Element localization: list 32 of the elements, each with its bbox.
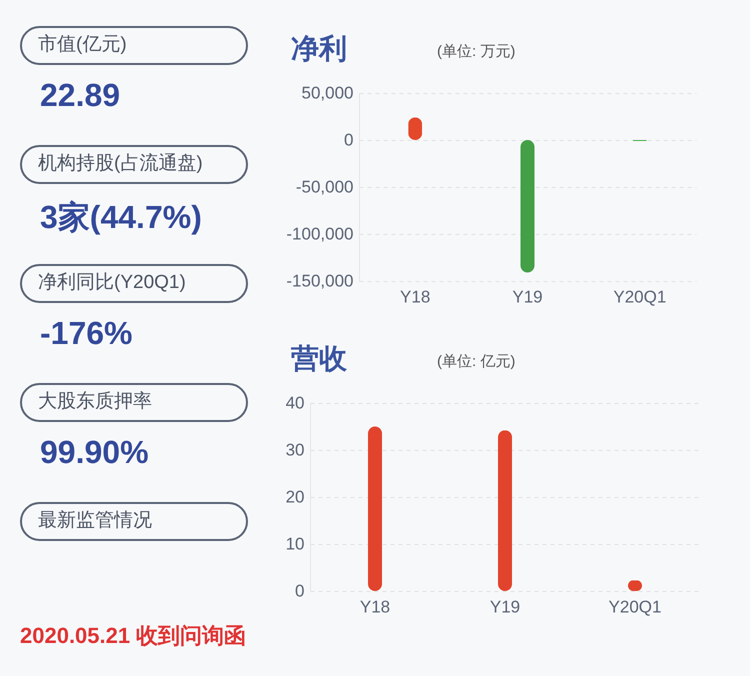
chart-title: 净利 <box>291 32 347 66</box>
bar <box>368 426 382 591</box>
x-tick-label: Y18 <box>360 598 390 616</box>
chart-subtitle: (单位: 万元) <box>437 42 516 61</box>
y-tick-label: 20 <box>286 488 304 506</box>
x-tick-label: Y19 <box>512 288 543 306</box>
text: 机构持股(占流通盘) <box>20 145 248 184</box>
text: 大股东质押率 <box>20 383 248 422</box>
text: 2020.05.21 收到问询函 <box>20 622 246 650</box>
chart-title: 营收 <box>291 342 347 376</box>
y-tick-label: 30 <box>286 440 304 460</box>
y-tick-label: 0 <box>295 582 304 600</box>
y-tick-label: -100,000 <box>286 224 354 244</box>
y-tick-label: 40 <box>286 394 304 412</box>
y-tick-label: 0 <box>344 130 354 150</box>
chart-subtitle: (单位: 亿元) <box>437 352 516 371</box>
bar <box>498 430 512 591</box>
text: 市值(亿元) <box>20 26 248 65</box>
text: 净利同比(Y20Q1) <box>20 264 248 303</box>
x-tick-label: Y20Q1 <box>608 598 662 616</box>
text: 99.90% <box>39 434 150 472</box>
y-tick-label: 50,000 <box>302 84 354 102</box>
x-tick-label: Y19 <box>490 598 520 616</box>
text: 3家(44.7%) <box>39 198 203 237</box>
text: 22.89 <box>39 77 122 115</box>
text: 最新监管情况 <box>20 502 248 541</box>
x-tick-label: Y18 <box>400 288 430 306</box>
y-tick-label: -50,000 <box>296 178 354 196</box>
y-tick-label: 10 <box>286 534 304 554</box>
y-tick-label: -150,000 <box>286 272 354 290</box>
x-tick-label: Y20Q1 <box>613 288 666 306</box>
text: -176% <box>39 315 134 353</box>
